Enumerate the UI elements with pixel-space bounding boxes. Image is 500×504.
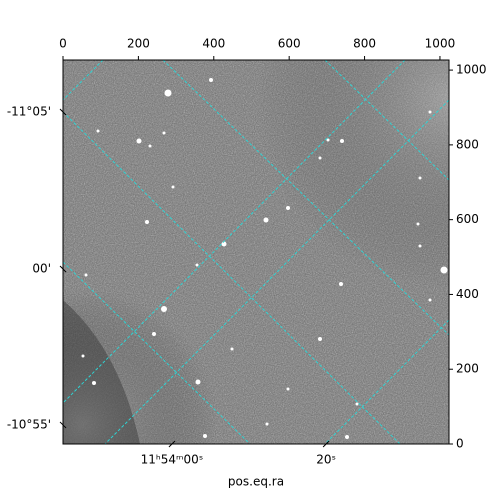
y-tick-label: 400	[456, 287, 479, 301]
coordinate-grid	[63, 60, 449, 444]
grid-line	[324, 319, 449, 444]
grid-line	[63, 261, 251, 444]
grid-line	[63, 60, 104, 101]
sky-image	[63, 60, 449, 444]
x-tick-label: 400	[202, 37, 225, 51]
y-tick-label: 200	[456, 362, 479, 376]
y-tick-label: 800	[456, 137, 479, 151]
x-tick-label: 800	[353, 37, 376, 51]
ra-tick	[322, 440, 330, 448]
y-tick-label: 1000	[456, 63, 487, 77]
grid-line	[162, 60, 449, 336]
ra-tick	[168, 440, 176, 448]
dec-tick-label: -11°05'	[7, 104, 51, 118]
ra-tick-label: 11ʰ54ᵐ00ˢ	[141, 453, 204, 467]
grid-line	[104, 99, 449, 444]
ra-tick-label: 20ˢ	[316, 453, 336, 467]
dec-tick-label: 00'	[32, 262, 51, 276]
x-tick-label: 200	[127, 37, 150, 51]
plot-frame	[62, 59, 450, 445]
x-tick-label: 1000	[425, 37, 456, 51]
y-tick-label: 0	[456, 437, 464, 451]
grid-line	[63, 111, 401, 444]
y-tick-label: 600	[456, 212, 479, 226]
grid-line	[324, 60, 449, 181]
dec-tick-label: -10°55'	[7, 417, 51, 431]
grid-line	[63, 60, 406, 404]
dec-tick	[59, 108, 67, 116]
x-tick-label: 0	[59, 37, 67, 51]
dec-tick	[59, 265, 67, 273]
x-tick-label: 600	[278, 37, 301, 51]
dec-tick	[59, 421, 67, 429]
x-axis-label: pos.eq.ra	[228, 475, 284, 489]
